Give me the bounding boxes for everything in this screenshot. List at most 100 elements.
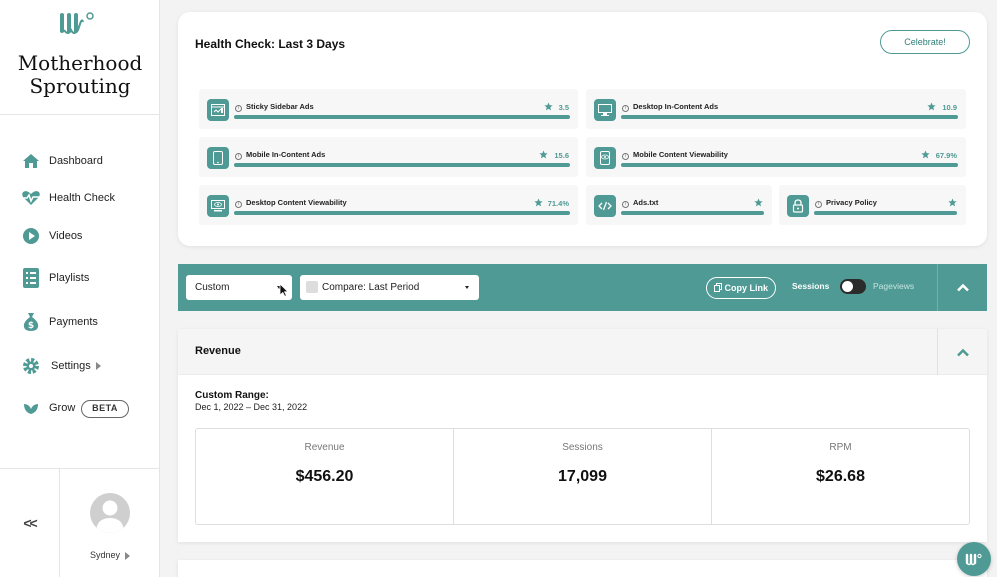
avatar[interactable] bbox=[90, 493, 130, 533]
svg-text:$: $ bbox=[28, 321, 34, 331]
sidebar-item-dashboard[interactable]: Dashboard bbox=[0, 146, 160, 176]
copy-link-button[interactable]: Copy Link bbox=[706, 277, 776, 299]
collapse-revenue-button[interactable] bbox=[938, 329, 987, 375]
sessions-label: Sessions bbox=[792, 281, 830, 291]
health-item-name: Sticky Sidebar Ads bbox=[246, 102, 314, 111]
health-item-name: Desktop In-Content Ads bbox=[633, 102, 719, 111]
sidebar: Motherhood Sprouting Dashboard Health Ch… bbox=[0, 0, 160, 577]
stat-value: $26.68 bbox=[816, 468, 865, 485]
stat-revenue: Revenue $456.20 bbox=[196, 429, 454, 524]
logo-icon bbox=[965, 553, 982, 565]
health-item-bar bbox=[234, 211, 570, 215]
sidebar-item-label: Videos bbox=[49, 230, 83, 242]
caret-right-icon bbox=[125, 551, 131, 560]
info-icon[interactable]: i bbox=[622, 201, 629, 208]
revenue-card: Revenue Custom Range: Dec 1, 2022 – Dec … bbox=[178, 329, 987, 542]
collapse-sidebar-button[interactable]: << bbox=[0, 468, 60, 577]
sidebar-item-health-check[interactable]: Health Check bbox=[0, 183, 160, 213]
desktop-icon bbox=[594, 99, 616, 121]
gear-icon bbox=[21, 356, 41, 376]
mobile-eye-icon bbox=[594, 147, 616, 169]
health-item-bar bbox=[621, 211, 764, 215]
health-item-score: 3.5 bbox=[558, 103, 569, 112]
leaf-icon bbox=[21, 398, 41, 418]
compare-value: Compare: Last Period bbox=[322, 282, 420, 293]
user-menu[interactable]: Sydney bbox=[60, 550, 160, 560]
health-item-bar bbox=[621, 163, 958, 167]
code-icon bbox=[594, 195, 616, 217]
health-item-bar bbox=[234, 163, 570, 167]
revenue-stats: Revenue $456.20 Sessions 17,099 RPM $26.… bbox=[195, 428, 970, 525]
sidebar-item-label: Playlists bbox=[49, 272, 90, 284]
health-check-title: Health Check: Last 3 Days bbox=[195, 37, 346, 51]
collapse-toolbar-button[interactable] bbox=[938, 264, 987, 311]
info-icon[interactable]: i bbox=[815, 201, 822, 208]
heartbeat-icon bbox=[21, 188, 41, 208]
health-item-mobile-content-viewability[interactable]: i Mobile Content Viewability 67.9% bbox=[586, 137, 966, 177]
health-item-desktop-content-viewability[interactable]: i Desktop Content Viewability 71.4% bbox=[199, 185, 578, 225]
star-icon bbox=[948, 198, 957, 207]
health-item-score: 10.9 bbox=[942, 103, 957, 112]
star-icon bbox=[921, 150, 930, 159]
sidebar-divider bbox=[0, 468, 160, 469]
filter-toolbar: Custom Compare: Last Period Copy Link Se… bbox=[178, 264, 987, 311]
user-icon bbox=[96, 500, 124, 533]
health-item-name: Mobile In-Content Ads bbox=[246, 150, 326, 159]
health-item-name: Mobile Content Viewability bbox=[633, 150, 728, 159]
health-item-bar bbox=[814, 211, 957, 215]
date-range-select[interactable]: Custom bbox=[186, 275, 292, 300]
health-item-name: Ads.txt bbox=[633, 198, 659, 207]
money-bag-icon: $ bbox=[21, 312, 41, 332]
star-icon bbox=[754, 198, 763, 207]
star-icon bbox=[534, 198, 543, 207]
toolbar-divider bbox=[937, 264, 938, 311]
info-icon[interactable]: i bbox=[235, 201, 242, 208]
compare-color-swatch bbox=[306, 281, 318, 293]
stat-sessions: Sessions 17,099 bbox=[454, 429, 712, 524]
health-item-privacy-policy[interactable]: i Privacy Policy bbox=[779, 185, 966, 225]
desktop-eye-icon bbox=[207, 195, 229, 217]
chevron-up-icon bbox=[956, 348, 969, 356]
star-icon bbox=[539, 150, 548, 159]
lock-icon bbox=[787, 195, 809, 217]
info-icon[interactable]: i bbox=[235, 105, 242, 112]
health-item-ads-txt[interactable]: i Ads.txt bbox=[586, 185, 772, 225]
health-item-sticky-sidebar-ads[interactable]: i Sticky Sidebar Ads 3.5 bbox=[199, 89, 578, 129]
stat-label: Revenue bbox=[304, 442, 345, 453]
health-item-bar bbox=[234, 115, 570, 119]
custom-range-value: Dec 1, 2022 – Dec 31, 2022 bbox=[195, 402, 308, 412]
info-icon[interactable]: i bbox=[622, 153, 629, 160]
sidebar-item-videos[interactable]: Videos bbox=[0, 221, 160, 251]
site-name: Motherhood Sprouting bbox=[0, 52, 160, 98]
toggle-knob bbox=[842, 281, 853, 292]
info-icon[interactable]: i bbox=[622, 105, 629, 112]
header-divider bbox=[937, 329, 938, 375]
help-chat-button[interactable] bbox=[957, 542, 991, 576]
info-icon[interactable]: i bbox=[235, 153, 242, 160]
health-check-card: Health Check: Last 3 Days Celebrate! i S… bbox=[178, 12, 987, 246]
celebrate-button[interactable]: Celebrate! bbox=[880, 30, 970, 54]
pageviews-label: Pageviews bbox=[873, 281, 915, 291]
sidebar-item-payments[interactable]: $ Payments bbox=[0, 307, 160, 337]
chevron-down-icon bbox=[465, 286, 469, 289]
sidebar-item-grow[interactable]: Grow BETA bbox=[0, 393, 160, 423]
sidebar-item-label: Payments bbox=[49, 316, 98, 328]
revenue-title: Revenue bbox=[195, 345, 241, 357]
copy-link-label: Copy Link bbox=[724, 283, 769, 293]
health-item-mobile-in-content-ads[interactable]: i Mobile In-Content Ads 15.6 bbox=[199, 137, 578, 177]
sidebar-item-label: Dashboard bbox=[49, 155, 103, 167]
site-name-line1: Motherhood bbox=[17, 51, 143, 75]
sidebar-divider bbox=[0, 114, 160, 115]
copy-icon bbox=[713, 283, 722, 292]
health-item-desktop-in-content-ads[interactable]: i Desktop In-Content Ads 10.9 bbox=[586, 89, 966, 129]
health-item-score: 67.9% bbox=[935, 151, 957, 160]
compare-select[interactable]: Compare: Last Period bbox=[300, 275, 479, 300]
health-item-score: 15.6 bbox=[554, 151, 569, 160]
custom-range-label: Custom Range: bbox=[195, 390, 269, 401]
sessions-pageviews-toggle[interactable] bbox=[840, 279, 866, 294]
site-name-line2: Sprouting bbox=[29, 74, 131, 98]
logo-icon[interactable] bbox=[58, 10, 98, 36]
revenue-header: Revenue bbox=[178, 329, 987, 375]
sidebar-item-playlists[interactable]: Playlists bbox=[0, 263, 160, 293]
sidebar-item-settings[interactable]: Settings bbox=[0, 351, 160, 381]
